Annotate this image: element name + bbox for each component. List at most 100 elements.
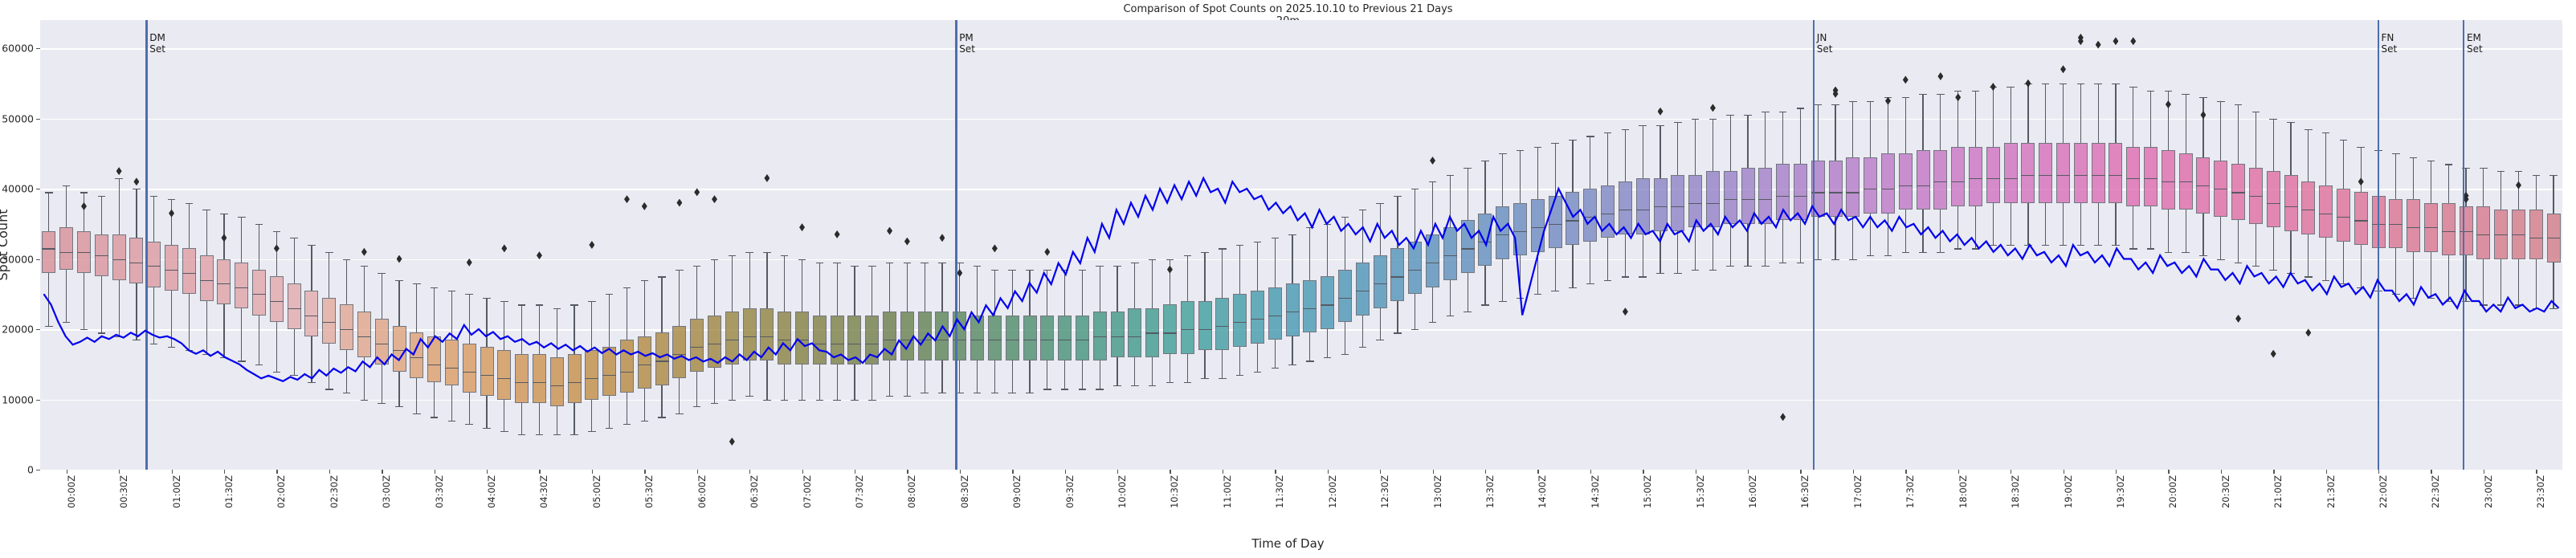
cap-upper [1691,118,1700,120]
cap-lower [2444,301,2453,303]
cap-lower [220,357,228,359]
whisker-lower [223,304,225,357]
cap-upper [2112,83,2120,84]
median-line [2266,202,2280,204]
x-tick-mark [329,470,331,474]
event-label-line2: Set [149,43,165,55]
cap-upper [2059,83,2068,84]
median-line [1496,234,1510,236]
median-line [1723,199,1737,201]
median-line [252,294,267,295]
cap-lower [868,399,876,401]
cap-lower [798,399,806,401]
outlier-marker [1622,308,1628,316]
boxplot-box [672,325,687,379]
median-line [42,248,56,250]
cap-lower [360,399,369,401]
median-line [1986,177,2000,180]
whisker-upper [66,185,67,228]
boxplot-box [1390,248,1405,301]
boxplot-box [935,312,949,361]
cap-lower [1358,346,1367,348]
outlier-marker [1709,104,1716,112]
whisker-upper [609,294,610,347]
boxplot-box [1513,202,1528,256]
x-tick-mark [2273,470,2275,474]
x-tick-label: 01:00Z [170,475,182,509]
x-tick-mark [1117,470,1119,474]
whisker-lower [345,350,348,393]
whisker-lower [1134,357,1136,385]
whisker-upper [2535,174,2537,210]
x-tick-label: 06:30Z [749,475,761,509]
whisker-lower [363,357,365,400]
whisker-lower [1397,301,1398,333]
whisker-lower [941,360,943,393]
y-tick-mark [36,259,40,260]
whisker-upper [434,287,435,336]
x-tick-label: 20:00Z [2167,475,2179,509]
median-line [2459,230,2473,232]
boxplot-box [987,315,1002,361]
whisker-lower [661,385,663,417]
cap-lower [1586,283,1594,285]
outlier-marker [1166,265,1173,274]
boxplot-box [1250,290,1264,344]
cap-lower [80,329,88,331]
cap-upper [588,301,596,303]
boxplot-box [217,259,231,305]
gridline [40,329,2562,331]
whisker-lower [416,378,418,413]
median-line [410,357,424,359]
boxplot-box [1268,287,1282,340]
cap-lower [2287,273,2295,275]
cap-lower [45,325,53,327]
whisker-lower [1747,223,1749,267]
event-label-dm: DM Set [149,32,165,55]
median-line [497,378,512,380]
median-line [1653,206,1668,208]
x-tick-mark [119,470,120,474]
outlier-marker [1430,157,1436,165]
median-line [287,308,301,309]
whisker-upper [276,230,277,277]
whisker-lower [48,273,50,326]
x-tick-label: 12:00Z [1326,475,1338,509]
whisker-lower [1765,223,1766,267]
boxplot-box [1408,241,1423,295]
whisker-lower [1309,332,1311,361]
whisker-lower [1572,245,1574,287]
x-tick-mark [907,470,908,474]
cap-upper [728,255,737,257]
cap-lower [1131,385,1139,387]
x-tick-label: 13:00Z [1431,475,1443,509]
x-tick-label: 05:30Z [643,475,655,509]
event-label-line1: JN [1816,32,1827,43]
cap-upper [97,195,106,197]
whisker-lower [731,364,733,400]
x-tick-label: 07:00Z [801,475,813,509]
boxplot-box [1443,227,1457,280]
cap-lower [2076,245,2085,246]
median-line [1741,199,1755,201]
boxplot-box [182,248,196,295]
event-vline-fn [2377,20,2379,470]
whisker-upper [696,266,698,319]
boxplot-box [357,312,371,357]
cap-upper [1499,153,1507,155]
event-label-line1: PM [959,32,974,43]
whisker-upper [1537,146,1538,200]
whisker-upper [2483,167,2484,206]
cap-lower [1691,269,1700,271]
median-line [235,287,249,288]
whisker-upper [2080,83,2081,144]
x-tick-label: 19:00Z [2062,475,2074,509]
cap-upper [990,269,999,271]
median-line [2091,174,2105,176]
median-line [1916,185,1930,186]
boxplot-box [549,357,564,407]
whisker-upper [854,266,855,316]
whisker-upper [345,259,348,305]
boxplot-box [480,346,494,397]
whisker-lower [153,287,155,344]
